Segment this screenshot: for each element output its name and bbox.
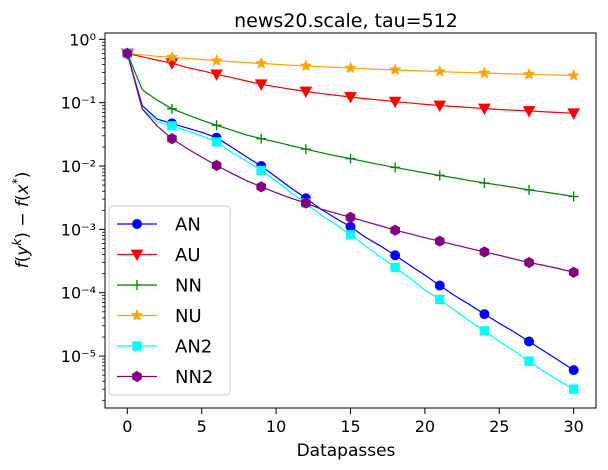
legend-label: NU (175, 306, 202, 327)
legend-marker (130, 308, 144, 321)
data-point-au (388, 96, 402, 109)
data-point-nn2 (568, 266, 579, 278)
legend-marker (132, 219, 142, 229)
data-point-nu (478, 66, 491, 79)
data-point-nn2 (122, 47, 133, 59)
legend-label: NN (175, 276, 202, 297)
y-tick-label: 10⁻⁴ (61, 284, 96, 303)
series-au (120, 48, 581, 120)
data-point-au (433, 100, 447, 113)
legend-marker (132, 370, 142, 383)
data-point-nn (211, 120, 222, 131)
data-point-an2 (435, 294, 445, 305)
legend-item-nn: NN (117, 276, 202, 297)
data-point-nu (299, 59, 313, 72)
data-point-nn2 (434, 235, 445, 247)
legend-item-nu: NU (117, 306, 202, 327)
x-axis-title: Datapasses (297, 441, 396, 461)
x-tick-label: 15 (340, 417, 360, 436)
data-point-au (344, 92, 357, 104)
legend-item-an: AN (117, 215, 201, 236)
data-point-nn2 (479, 246, 490, 258)
y-tick-label: 10⁰ (69, 30, 96, 49)
data-point-nu (254, 56, 268, 69)
data-point-nu (522, 67, 536, 80)
chart-title: news20.scale, tau=512 (234, 10, 458, 32)
data-point-nn2 (256, 181, 267, 193)
legend-marker (132, 280, 142, 290)
legend: AN AU NN NU AN2 NN2 (108, 205, 231, 396)
data-point-nn (166, 103, 177, 114)
data-point-nn (300, 144, 311, 155)
data-point-nn2 (524, 256, 534, 269)
data-point-an2 (345, 230, 356, 240)
data-point-an2 (524, 356, 534, 366)
legend-label: AU (175, 245, 201, 266)
data-point-nu (210, 54, 223, 67)
data-point-nn2 (301, 197, 311, 209)
y-tick-label: 10⁻³ (61, 220, 96, 239)
data-point-an (390, 250, 401, 261)
data-point-au (478, 103, 491, 116)
data-point-nu (165, 50, 179, 63)
data-point-nn2 (211, 159, 222, 172)
data-point-an (568, 365, 579, 376)
data-point-nn2 (390, 224, 400, 236)
data-point-an (345, 221, 356, 232)
data-point-nn (479, 177, 490, 188)
data-point-nn (434, 170, 445, 181)
data-point-nn (345, 153, 356, 164)
legend-item-nn2: NN2 (117, 367, 213, 388)
data-point-nn (524, 184, 535, 195)
data-point-nn (390, 162, 401, 173)
data-point-nu (567, 68, 581, 81)
data-point-an (434, 280, 445, 291)
legend-item-au: AU (117, 245, 201, 266)
data-point-nu (388, 63, 402, 76)
data-point-an2 (211, 137, 222, 147)
series-nu (120, 46, 581, 81)
data-point-au (254, 79, 268, 91)
legend-marker (132, 341, 142, 351)
data-point-nn2 (167, 133, 177, 145)
data-point-au (210, 69, 223, 81)
y-tick-label: 10⁻⁵ (61, 347, 96, 366)
x-tick-label: 30 (564, 417, 584, 436)
data-point-an2 (390, 262, 400, 273)
series-nn (122, 48, 579, 202)
data-point-nn2 (345, 211, 356, 223)
x-tick-label: 10 (266, 417, 286, 436)
y-tick-label: 10⁻¹ (61, 94, 96, 113)
data-point-au (567, 108, 581, 120)
data-point-nu (344, 61, 357, 74)
legend-marker (130, 249, 144, 262)
x-tick-label: 5 (197, 417, 207, 436)
data-point-nn (256, 133, 267, 144)
data-point-an2 (479, 326, 490, 336)
data-point-au (522, 106, 536, 118)
x-tick-label: 0 (122, 417, 132, 436)
series-nn2 (122, 47, 579, 278)
legend-label: AN (175, 215, 201, 236)
x-tick-label: 20 (415, 417, 435, 436)
data-point-an (524, 336, 535, 347)
legend-label: NN2 (175, 367, 213, 388)
data-point-an2 (167, 121, 177, 131)
data-point-an2 (256, 165, 266, 176)
legend-label: AN2 (175, 337, 212, 358)
data-point-an (479, 309, 490, 320)
data-point-au (299, 86, 313, 99)
y-axis-title: f(yk) − f(x*) (10, 172, 33, 269)
y-tick-label: 10⁻² (61, 157, 96, 176)
data-point-nn (568, 191, 579, 202)
data-point-an2 (568, 384, 579, 394)
x-tick-label: 25 (489, 417, 509, 436)
data-point-nu (433, 64, 447, 77)
legend-item-an2: AN2 (117, 337, 212, 358)
series-line-nn (126, 53, 574, 198)
